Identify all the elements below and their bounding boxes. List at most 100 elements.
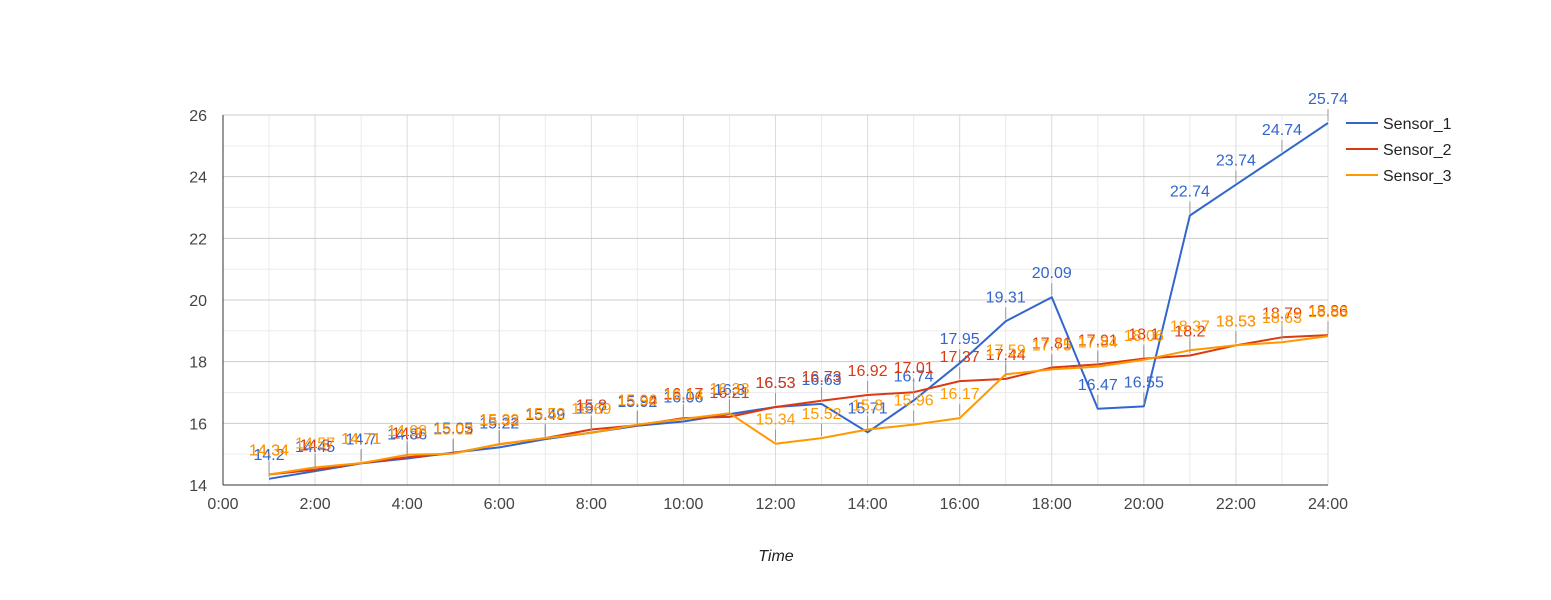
- data-label: 14.86: [387, 426, 427, 443]
- data-label: 15.7: [576, 401, 607, 418]
- data-label: 14.34: [249, 443, 289, 460]
- data-label: 18.53: [1216, 313, 1256, 330]
- x-tick-label: 8:00: [576, 496, 607, 513]
- data-label: 20.09: [1032, 265, 1072, 282]
- legend-label: Sensor_3: [1383, 168, 1452, 185]
- data-label: 15.69: [571, 401, 611, 418]
- data-label: 18.37: [1170, 318, 1210, 335]
- y-tick-label: 14: [189, 478, 207, 495]
- data-label: 15.52: [525, 406, 565, 423]
- x-tick-label: 16:00: [940, 496, 980, 513]
- data-label: 17.91: [1078, 332, 1118, 349]
- legend-item-sensor-1[interactable]: Sensor_1: [1346, 116, 1452, 133]
- data-label: 18.2: [1174, 324, 1205, 341]
- data-label: 16.3: [714, 382, 745, 399]
- y-tick-label: 24: [189, 170, 207, 187]
- data-label: 17.44: [986, 347, 1026, 364]
- data-label: 18.1: [1128, 327, 1159, 344]
- data-label: 18.83: [1308, 304, 1348, 321]
- data-label: 16.92: [848, 363, 888, 380]
- y-tick-label: 26: [189, 108, 207, 125]
- data-label: 16.21: [709, 385, 749, 402]
- data-label: 23.74: [1216, 153, 1256, 170]
- data-label: 15.49: [525, 407, 565, 424]
- data-label: 16.06: [663, 389, 703, 406]
- data-label: 18.06: [1124, 328, 1164, 345]
- data-label: 14.2: [253, 447, 284, 464]
- y-tick-label: 18: [189, 355, 207, 372]
- data-label: 15.94: [617, 393, 657, 410]
- data-label: 16.53: [755, 375, 795, 392]
- data-label: 22.74: [1170, 184, 1210, 201]
- data-label: 15.96: [894, 393, 934, 410]
- data-label: 15.05: [433, 421, 473, 438]
- data-label: 18.53: [1216, 313, 1256, 330]
- data-label: 15.8: [576, 398, 607, 415]
- data-label: 18.63: [1262, 310, 1302, 327]
- data-label: 17.37: [940, 349, 980, 366]
- data-label: 15.02: [433, 422, 473, 439]
- data-label: 15.8: [852, 398, 883, 415]
- data-label: 14.98: [387, 423, 427, 440]
- data-labels: 14.2 14.45 14.7 14.86 15.05 15.22 15.49 15.7 15.…: [249, 91, 1348, 477]
- x-tick-label: 14:00: [848, 496, 888, 513]
- data-label: 14.7: [346, 431, 377, 448]
- data-label: 15.03: [433, 421, 473, 438]
- data-label: 17.81: [1032, 336, 1072, 353]
- data-label: 14.5: [300, 438, 331, 455]
- data-label: 15.52: [802, 406, 842, 423]
- data-label: 24.74: [1262, 122, 1302, 139]
- data-label: 17.95: [940, 331, 980, 348]
- series-lines: [268, 122, 1329, 480]
- legend-item-sensor-2[interactable]: Sensor_2: [1346, 142, 1452, 159]
- x-tick-label: 24:00: [1308, 496, 1348, 513]
- data-label: 16.17: [663, 386, 703, 403]
- y-tick-label: 20: [189, 293, 207, 310]
- data-label: 18.86: [1308, 303, 1348, 320]
- legend-label: Sensor_2: [1383, 142, 1452, 159]
- data-label: 16.53: [755, 375, 795, 392]
- data-label: 17.01: [894, 360, 934, 377]
- data-label: 14.45: [295, 439, 335, 456]
- data-label: 15.22: [479, 415, 519, 432]
- x-tick-label: 0:00: [207, 496, 238, 513]
- data-label: 15.92: [617, 394, 657, 411]
- data-label: 17.75: [1032, 337, 1072, 354]
- legend-label: Sensor_1: [1383, 116, 1452, 133]
- x-tick-label: 12:00: [755, 496, 795, 513]
- x-tick-label: 22:00: [1216, 496, 1256, 513]
- x-axis-title: Time: [758, 548, 794, 565]
- series-line-sensor-3: [268, 335, 1329, 476]
- data-label: 15.33: [479, 412, 519, 429]
- x-tick-label: 6:00: [484, 496, 515, 513]
- data-label: 15.32: [479, 412, 519, 429]
- data-label: 15.71: [848, 400, 888, 417]
- x-tick-label: 20:00: [1124, 496, 1164, 513]
- data-label: 16.73: [802, 369, 842, 386]
- legend-item-sensor-3[interactable]: Sensor_3: [1346, 168, 1452, 185]
- data-label: 25.74: [1308, 91, 1348, 108]
- data-label: 15.34: [755, 412, 795, 429]
- data-label: 18.79: [1262, 305, 1302, 322]
- y-tick-label: 16: [189, 416, 207, 433]
- legend[interactable]: Sensor_1 Sensor_2 Sensor_3: [1346, 116, 1452, 185]
- data-label: 16.33: [709, 381, 749, 398]
- data-label: 17.84: [1078, 335, 1118, 352]
- data-label: 19.31: [986, 289, 1026, 306]
- data-label: 16.17: [940, 386, 980, 403]
- data-label: 15.52: [525, 406, 565, 423]
- data-label: 14.71: [341, 431, 381, 448]
- data-label: 16.55: [1124, 374, 1164, 391]
- x-tick-label: 2:00: [300, 496, 331, 513]
- data-label: 16.74: [894, 369, 934, 386]
- data-label: 16.47: [1078, 377, 1118, 394]
- data-label: 15.96: [617, 393, 657, 410]
- data-label: 16.63: [802, 372, 842, 389]
- data-label: 14.9: [392, 425, 423, 442]
- y-tick-label: 22: [189, 231, 207, 248]
- data-label: 14.34: [249, 443, 289, 460]
- data-label: 17.59: [986, 342, 1026, 359]
- data-label: 14.57: [295, 435, 335, 452]
- x-tick-label: 10:00: [663, 496, 703, 513]
